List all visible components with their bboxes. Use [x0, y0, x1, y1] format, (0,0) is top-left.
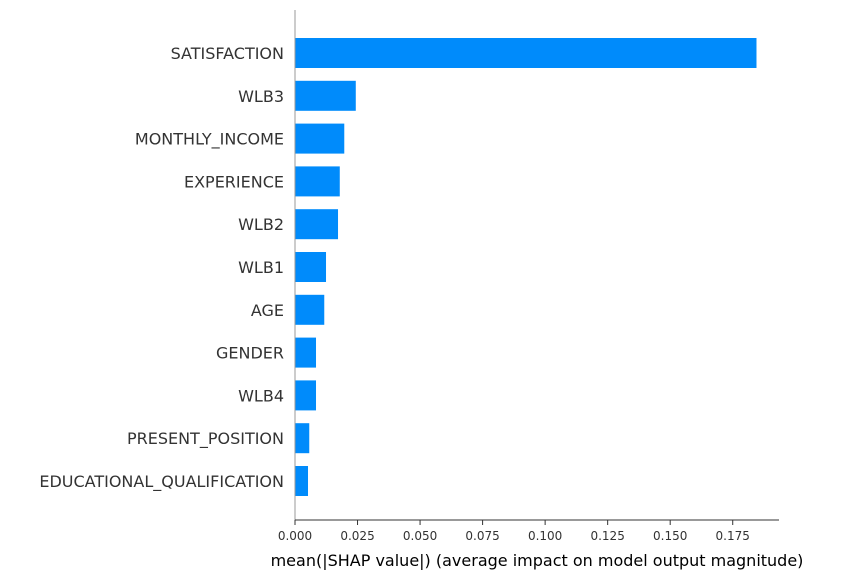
category-label: WLB4	[238, 386, 284, 405]
bar-wlb3	[295, 80, 356, 111]
bar-age	[295, 294, 325, 325]
x-tick-label: 0.025	[340, 529, 374, 543]
bar-wlb4	[295, 380, 317, 411]
bar-gender	[295, 337, 317, 368]
category-label: EXPERIENCE	[184, 172, 284, 191]
category-label: PRESENT_POSITION	[127, 429, 284, 449]
category-label: GENDER	[216, 344, 284, 363]
bar-satisfaction	[295, 38, 757, 68]
x-ticks: 0.000 0.025 0.050 0.075 0.100 0.125 0.150 0.175	[278, 520, 750, 543]
bar-educational-qualification	[295, 466, 309, 496]
category-label: WLB1	[238, 258, 284, 277]
x-tick-label: 0.000	[278, 529, 312, 543]
category-label: EDUCATIONAL_QUALIFICATION	[39, 472, 284, 492]
x-axis-title: mean(|SHAP value|) (average impact on mo…	[271, 551, 804, 570]
x-tick-label: 0.050	[403, 529, 437, 543]
bar-experience	[295, 166, 340, 197]
category-label: WLB3	[238, 87, 284, 106]
bars-group	[295, 38, 757, 496]
x-tick-label: 0.100	[528, 529, 562, 543]
bar-monthly-income	[295, 123, 345, 154]
bar-wlb1	[295, 252, 327, 282]
category-label: MONTHLY_INCOME	[135, 130, 284, 150]
category-label: SATISFACTION	[171, 44, 284, 63]
bar-present-position	[295, 423, 310, 454]
category-labels: SATISFACTION WLB3 MONTHLY_INCOME EXPERIENCE…	[39, 44, 284, 492]
x-tick-label: 0.125	[590, 529, 624, 543]
x-tick-label: 0.175	[716, 529, 750, 543]
category-label: AGE	[251, 301, 284, 320]
x-tick-label: 0.075	[465, 529, 499, 543]
bar-wlb2	[295, 209, 339, 240]
x-tick-label: 0.150	[653, 529, 687, 543]
category-label: WLB2	[238, 215, 284, 234]
